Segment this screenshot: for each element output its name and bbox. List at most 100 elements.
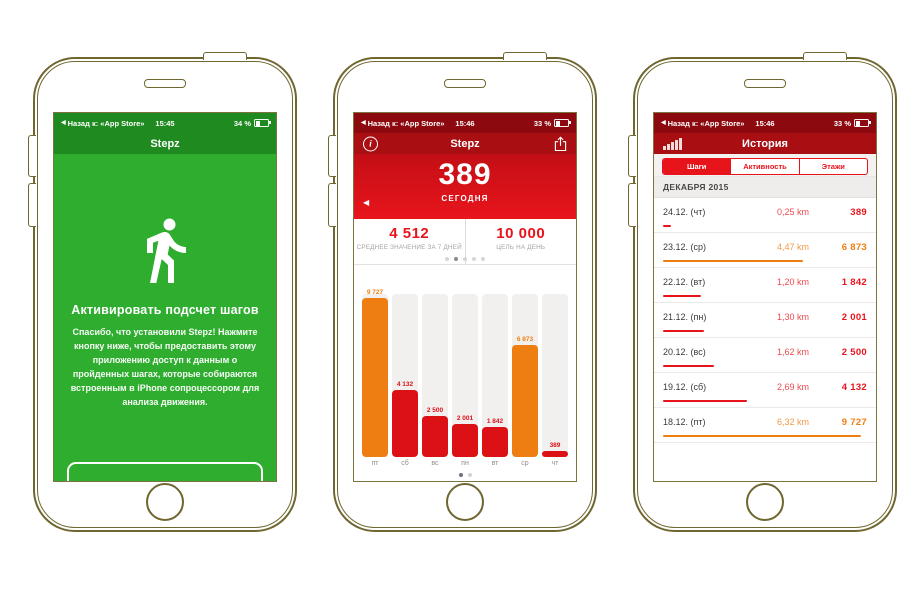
status-back-link[interactable]: ◀ Назад к: «App Store»: [361, 119, 444, 128]
home-button[interactable]: [746, 483, 784, 521]
stat-average: 4 512 СРЕДНЕЕ ЗНАЧЕНИЕ ЗА 7 ДНЕЙ: [354, 219, 465, 264]
stat-average-value: 4 512: [389, 225, 430, 242]
share-icon[interactable]: [554, 136, 567, 151]
history-progress-bar: [663, 225, 671, 227]
history-progress-bar: [663, 295, 701, 297]
home-button[interactable]: [146, 483, 184, 521]
bar-chart-icon[interactable]: [663, 137, 682, 150]
history-progress-bar: [663, 260, 804, 262]
walking-person-icon: [54, 154, 276, 291]
history-row[interactable]: 21.12. (пн) 1,30 km 2 001: [654, 303, 876, 338]
tab-activity[interactable]: Активность: [730, 159, 798, 174]
volume-up-button: [328, 135, 336, 177]
back-triangle-icon: ◀: [61, 120, 66, 126]
back-triangle-icon: ◀: [361, 120, 366, 126]
onboarding-description: Спасибо, что установили Stepz! Нажмите к…: [70, 327, 260, 407]
power-button: [203, 52, 247, 60]
history-row[interactable]: 20.12. (вс) 1,62 km 2 500: [654, 338, 876, 373]
chart-day-label: пт: [371, 460, 379, 467]
chart-bar[interactable]: [482, 426, 508, 457]
status-back-link[interactable]: ◀ Назад к: «App Store»: [661, 119, 744, 128]
history-distance: 0,25 km: [776, 207, 809, 217]
nav-title: Stepz: [150, 137, 180, 150]
status-time: 15:45: [155, 118, 175, 128]
previous-day-chevron-icon[interactable]: ◀: [363, 198, 370, 207]
today-steps-label: СЕГОДНЯ: [441, 194, 489, 203]
page-dot: [445, 257, 449, 261]
history-distance: 1,30 km: [776, 312, 809, 322]
nav-bar: История: [654, 133, 876, 154]
history-progress-track: [663, 225, 867, 227]
history-date: 24.12. (чт): [663, 207, 706, 217]
status-back-label: Назад к: «App Store»: [667, 118, 745, 128]
info-icon[interactable]: i: [363, 136, 378, 151]
history-progress-bar: [663, 435, 862, 437]
power-button: [803, 52, 847, 60]
battery-percent: 34 %: [233, 118, 251, 128]
status-bar: ◀ Назад к: «App Store» 15:46 33 %: [354, 113, 576, 133]
chart-bar[interactable]: [542, 450, 568, 457]
battery-icon: [254, 119, 271, 127]
page-dot: [467, 473, 472, 477]
history-progress-track: [663, 330, 867, 332]
earpiece-speaker: [144, 79, 186, 88]
activate-steps-button[interactable]: [67, 462, 263, 481]
iphone-mockup-onboarding: ◀ Назад к: «App Store» 15:45 34 % Stepz: [28, 52, 297, 532]
history-distance: 1,20 km: [776, 277, 809, 287]
screen-dashboard: ◀ Назад к: «App Store» 15:46 33 % i Step…: [353, 112, 577, 482]
nav-title: Stepz: [450, 137, 480, 150]
chart-day-label: сб: [401, 460, 409, 467]
back-triangle-icon: ◀: [661, 120, 666, 126]
stats-panel: 4 512 СРЕДНЕЕ ЗНАЧЕНИЕ ЗА 7 ДНЕЙ 10 000 …: [354, 219, 576, 265]
status-back-label: Назад к: «App Store»: [367, 118, 445, 128]
chart-bar-value-label: 389: [549, 441, 561, 449]
segmented-control: Шаги Активность Этажи: [662, 158, 868, 175]
volume-down-button: [328, 183, 336, 227]
chart-bar-track: 2 001 пн: [452, 294, 478, 467]
history-row[interactable]: 23.12. (ср) 4,47 km 6 873: [654, 233, 876, 268]
chart-bar-track: 6 873 ср: [512, 294, 538, 467]
power-button: [503, 52, 547, 60]
screen-history: ◀ Назад к: «App Store» 15:46 33 % Истори…: [653, 112, 877, 482]
history-date: 19.12. (сб): [663, 382, 707, 392]
history-steps: 2 500: [841, 347, 867, 358]
history-row[interactable]: 18.12. (пт) 6,32 km 9 727: [654, 408, 876, 443]
status-battery: 33 %: [833, 118, 871, 128]
history-progress-track: [663, 260, 867, 262]
chart-bar-value-label: 2 500: [426, 407, 444, 415]
chart-bar[interactable]: [512, 344, 538, 457]
earpiece-speaker: [744, 79, 786, 88]
history-row[interactable]: 24.12. (чт) 0,25 km 389: [654, 198, 876, 233]
nav-bar: Stepz: [54, 133, 276, 154]
home-button[interactable]: [446, 483, 484, 521]
history-row[interactable]: 22.12. (вт) 1,20 km 1 842: [654, 268, 876, 303]
tab-floors[interactable]: Этажи: [798, 159, 867, 174]
tab-steps[interactable]: Шаги: [663, 159, 731, 174]
chart-bar[interactable]: [422, 416, 448, 457]
status-back-link[interactable]: ◀ Назад к: «App Store»: [61, 119, 144, 128]
battery-percent: 33 %: [833, 118, 851, 128]
earpiece-speaker: [444, 79, 486, 88]
chart-bar-track: 9 727 пт: [362, 289, 388, 467]
month-section-header: ДЕКАБРЯ 2015: [654, 177, 876, 198]
status-back-label: Назад к: «App Store»: [67, 118, 145, 128]
status-bar: ◀ Назад к: «App Store» 15:45 34 %: [54, 113, 276, 133]
status-battery: 34 %: [233, 118, 271, 128]
chart-bar-value-label: 1 842: [486, 417, 504, 425]
status-bar: ◀ Назад к: «App Store» 15:46 33 %: [654, 113, 876, 133]
chart-bar[interactable]: [392, 389, 418, 457]
chart-bar[interactable]: [452, 424, 478, 457]
history-row[interactable]: 19.12. (сб) 2,69 km 4 132: [654, 373, 876, 408]
history-date: 21.12. (пн): [663, 312, 707, 322]
chart-bar[interactable]: [362, 298, 388, 457]
history-steps: 6 873: [841, 242, 867, 253]
stat-goal-value: 10 000: [496, 225, 546, 242]
onboarding-body: Активировать подсчет шагов Спасибо, что …: [54, 154, 276, 481]
nav-title: История: [742, 137, 788, 150]
history-distance: 6,32 km: [776, 417, 809, 427]
chart-day-label: вс: [431, 460, 439, 467]
volume-up-button: [28, 135, 36, 177]
chart-bar-track: 2 500 вс: [422, 294, 448, 467]
history-date: 20.12. (вс): [663, 347, 706, 357]
history-steps: 9 727: [841, 417, 867, 428]
